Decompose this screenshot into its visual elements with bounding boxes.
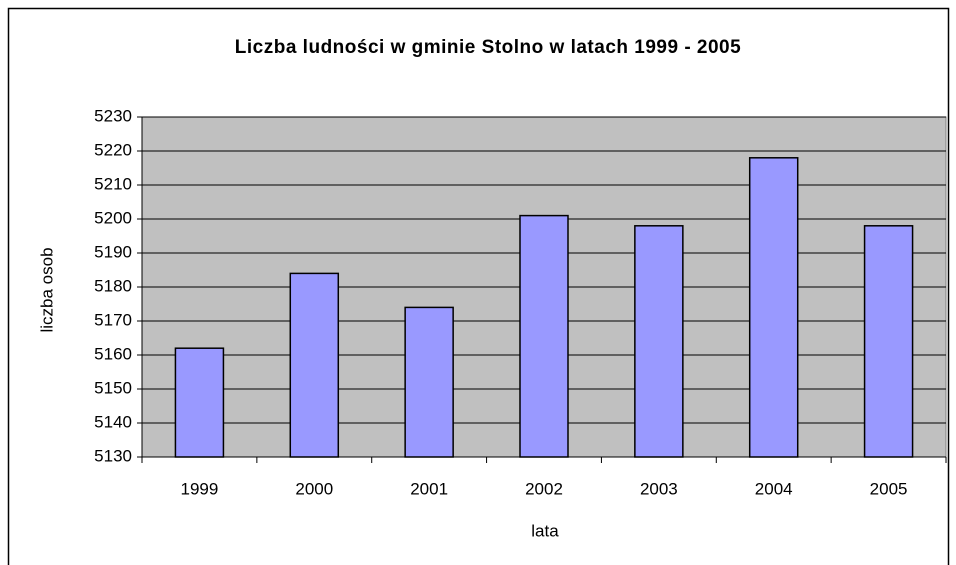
y-tick-label: 5170 xyxy=(94,310,132,329)
y-tick-label: 5200 xyxy=(94,208,132,227)
bar xyxy=(634,225,684,458)
bar xyxy=(863,225,914,458)
bar xyxy=(519,214,569,458)
bar xyxy=(404,306,454,458)
bar xyxy=(289,272,340,458)
x-axis-label: lata xyxy=(531,521,559,540)
x-tick-label: 2003 xyxy=(640,479,678,498)
y-axis-label: liczba osob xyxy=(37,247,56,332)
y-tick-label: 5220 xyxy=(94,140,132,159)
y-tick-label: 5130 xyxy=(94,446,132,465)
bar xyxy=(748,157,799,458)
y-tick-label: 5210 xyxy=(94,174,132,193)
x-tick-label: 2004 xyxy=(755,479,793,498)
chart-title: Liczba ludności w gminie Stolno w latach… xyxy=(235,37,741,58)
y-tick-label: 5230 xyxy=(94,106,132,125)
x-tick-label: 2000 xyxy=(295,479,333,498)
bar xyxy=(174,347,225,458)
x-tick-label: 2005 xyxy=(870,479,908,498)
y-tick-label: 5160 xyxy=(94,344,132,363)
y-tick-label: 5190 xyxy=(94,242,132,261)
y-tick-label: 5140 xyxy=(94,412,132,431)
y-tick-label: 5180 xyxy=(94,276,132,295)
x-tick-label: 2002 xyxy=(525,479,563,498)
y-tick-label: 5150 xyxy=(94,378,132,397)
x-tick-label: 1999 xyxy=(181,479,219,498)
x-tick-label: 2001 xyxy=(410,479,448,498)
